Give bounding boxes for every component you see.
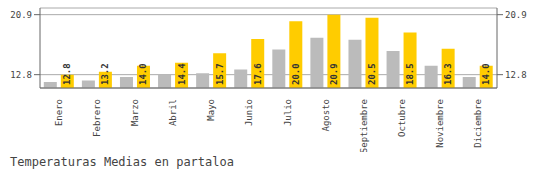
svg-text:13.2: 13.2 xyxy=(100,63,110,85)
svg-text:Marzo: Marzo xyxy=(130,99,140,126)
svg-text:Octubre: Octubre xyxy=(397,99,407,137)
svg-text:Julio: Julio xyxy=(283,99,293,126)
svg-text:Abril: Abril xyxy=(168,99,178,126)
svg-text:Diciembre: Diciembre xyxy=(473,99,483,148)
html-text:Temperaturas Medias en partalo: Temperaturas Medias en partaloa xyxy=(10,155,234,169)
svg-text:12.8: 12.8 xyxy=(62,63,72,85)
svg-text:14.0: 14.0 xyxy=(481,63,491,85)
svg-text:Septiembre: Septiembre xyxy=(359,99,369,152)
svg-text:Febrero: Febrero xyxy=(92,99,102,137)
svg-text:15.7: 15.7 xyxy=(215,63,225,85)
svg-text:14.4: 14.4 xyxy=(177,63,187,85)
svg-text:16.3: 16.3 xyxy=(443,63,453,85)
svg-text:Junio: Junio xyxy=(244,99,254,126)
svg-text:12.8: 12.8 xyxy=(10,70,32,80)
svg-text:14.0: 14.0 xyxy=(138,63,148,85)
svg-text:18.5: 18.5 xyxy=(405,63,415,85)
svg-text:Enero: Enero xyxy=(54,99,64,126)
svg-text:20.0: 20.0 xyxy=(291,63,301,85)
svg-text:20.5: 20.5 xyxy=(367,63,377,85)
svg-text:Mayo: Mayo xyxy=(206,99,216,121)
svg-text:Agosto: Agosto xyxy=(321,99,331,132)
svg-text:20.9: 20.9 xyxy=(329,63,339,85)
svg-text:12.8: 12.8 xyxy=(505,70,527,80)
svg-text:17.6: 17.6 xyxy=(253,63,263,85)
svg-text:Noviembre: Noviembre xyxy=(435,99,445,148)
svg-text:20.9: 20.9 xyxy=(505,10,527,20)
svg-text:20.9: 20.9 xyxy=(10,10,32,20)
